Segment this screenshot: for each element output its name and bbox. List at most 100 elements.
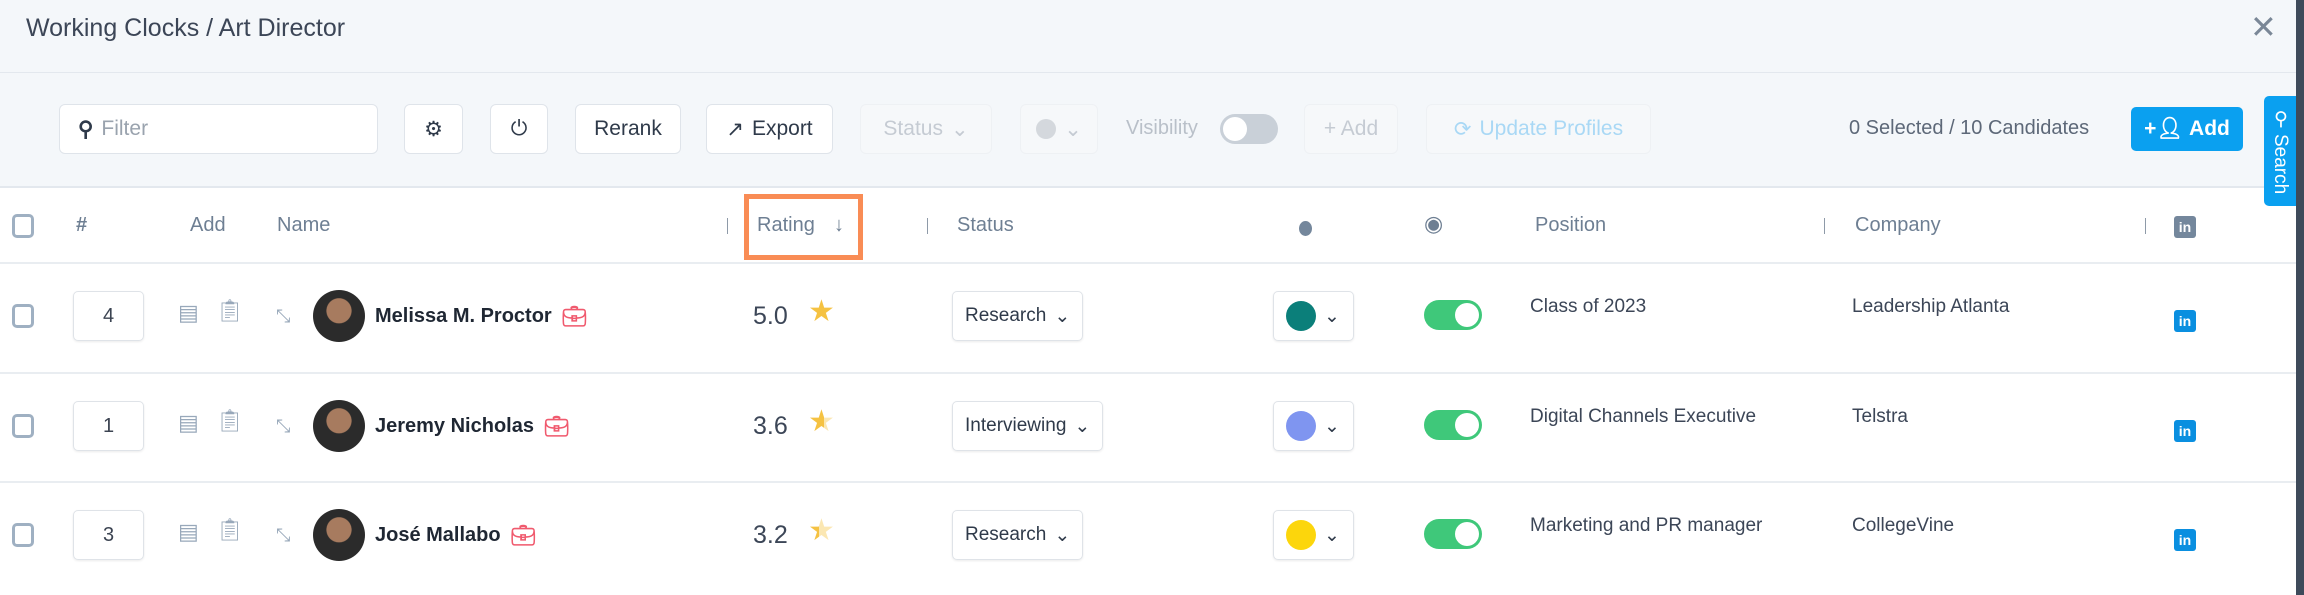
close-icon[interactable]: ✕ — [2250, 9, 2277, 45]
header-name[interactable]: Name — [277, 214, 331, 236]
column-divider[interactable] — [2145, 218, 2146, 234]
table-row[interactable] — [0, 372, 2296, 482]
candidate-name[interactable]: Melissa M. Proctor 💼︎ — [375, 304, 587, 329]
status-dropdown[interactable]: Status ⌄ — [860, 104, 992, 154]
linkedin-icon[interactable]: in — [2174, 529, 2196, 551]
notes-icon[interactable]: ▤ — [178, 410, 199, 435]
toolbar — [0, 73, 2296, 188]
expand-icon[interactable]: ⤡ — [276, 416, 291, 436]
status-select[interactable]: Research ⌄ — [952, 510, 1084, 560]
color-dot-icon — [1036, 119, 1057, 139]
rating-value: 3.2 — [753, 521, 788, 549]
visibility-toggle[interactable] — [1424, 410, 1482, 440]
filter-input[interactable]: ⚲ Filter — [59, 104, 378, 154]
company-cell: Telstra — [1852, 406, 1908, 427]
filter-placeholder: Filter — [101, 117, 149, 140]
color-select[interactable]: ⌄ — [1273, 291, 1354, 341]
update-profiles-button[interactable]: ⟳ Update Profiles — [1426, 104, 1651, 154]
gear-icon: ⚙ — [424, 117, 443, 141]
position-cell: Class of 2023 — [1530, 296, 1647, 317]
status-value: Research — [965, 305, 1047, 326]
visibility-toggle[interactable] — [1424, 519, 1482, 549]
table-row[interactable] — [0, 262, 2296, 372]
chevron-down-icon: ⌄ — [1074, 415, 1091, 437]
header-position[interactable]: Position — [1535, 214, 1607, 236]
sort-desc-icon[interactable]: ↓ — [834, 214, 844, 236]
search-tab[interactable]: ⚲ Search — [2264, 96, 2296, 206]
add-label: Add — [2189, 117, 2230, 140]
expand-icon[interactable]: ⤡ — [276, 525, 291, 545]
modal-header — [0, 0, 2296, 73]
header-status[interactable]: Status — [957, 214, 1014, 236]
column-divider[interactable] — [1824, 218, 1825, 234]
rating-value: 5.0 — [753, 302, 788, 330]
rank-input[interactable]: 1 — [73, 401, 144, 451]
status-value: Research — [965, 524, 1047, 545]
briefcase-icon: 💼︎ — [543, 416, 570, 438]
position-cell: Digital Channels Executive — [1530, 406, 1757, 427]
chevron-down-icon: ⌄ — [1324, 415, 1340, 437]
notes-icon[interactable]: ▤ — [178, 300, 199, 325]
page-title: Working Clocks / Art Director — [26, 14, 346, 42]
visibility-toggle[interactable] — [1220, 114, 1278, 144]
table-row[interactable] — [0, 481, 2296, 591]
status-select[interactable]: Research ⌄ — [952, 291, 1084, 341]
briefcase-icon: 💼︎ — [561, 306, 588, 328]
search-icon: ⚲ — [78, 117, 94, 141]
color-dot-icon — [1286, 520, 1316, 550]
chevron-down-icon: ⌄ — [1064, 117, 1082, 141]
color-select[interactable]: ⌄ — [1273, 401, 1354, 451]
linkedin-icon[interactable]: in — [2174, 310, 2196, 332]
chevron-down-icon: ⌄ — [950, 117, 969, 141]
arrow-up-right-icon: ↗ — [726, 117, 744, 141]
column-divider[interactable] — [727, 218, 728, 234]
status-value: Interviewing — [965, 415, 1067, 436]
power-button[interactable]: ⏻ — [490, 104, 548, 154]
settings-button[interactable]: ⚙ — [404, 104, 463, 154]
avatar — [313, 290, 365, 342]
notes-icon[interactable]: ▤ — [178, 519, 199, 544]
rating-value: 3.6 — [753, 412, 788, 440]
linkedin-icon[interactable]: in — [2174, 420, 2196, 442]
color-dropdown[interactable]: ⌄ — [1020, 104, 1098, 154]
scrollbar[interactable] — [2296, 0, 2304, 595]
candidate-name[interactable]: José Mallabo 💼︎ — [375, 523, 536, 548]
clipboard-check-icon[interactable]: 📋︎ — [216, 517, 244, 542]
rating-highlight — [744, 194, 863, 260]
briefcase-icon: 💼︎ — [510, 525, 536, 547]
clipboard-check-icon[interactable]: 📋︎ — [216, 298, 244, 323]
header-number: # — [76, 214, 88, 236]
expand-icon[interactable]: ⤡ — [276, 306, 291, 326]
row-checkbox[interactable] — [12, 523, 34, 547]
avatar — [313, 509, 365, 561]
clipboard-check-icon[interactable]: 📋︎ — [216, 408, 244, 433]
candidate-name-text: Jeremy Nicholas — [375, 415, 534, 437]
add-candidate-button[interactable]: +👤︎ Add — [2131, 107, 2243, 151]
search-icon: ⚲ — [2270, 107, 2291, 130]
chevron-down-icon: ⌄ — [1324, 305, 1340, 327]
rank-input[interactable]: 4 — [73, 291, 144, 341]
row-checkbox[interactable] — [12, 414, 34, 438]
avatar — [313, 400, 365, 452]
visibility-label: Visibility — [1126, 117, 1198, 139]
chevron-down-icon: ⌄ — [1054, 305, 1071, 327]
visibility-toggle[interactable] — [1424, 300, 1482, 330]
export-button[interactable]: ↗ Export — [706, 104, 833, 154]
candidate-name-text: Melissa M. Proctor — [375, 305, 552, 327]
update-profiles-label: Update Profiles — [1479, 117, 1624, 140]
header-rating[interactable]: Rating — [757, 214, 815, 236]
header-company[interactable]: Company — [1855, 214, 1941, 236]
row-checkbox[interactable] — [12, 304, 34, 328]
rank-input[interactable]: 3 — [73, 510, 144, 560]
star-icon: ★ — [808, 405, 835, 438]
company-cell: CollegeVine — [1852, 515, 1955, 536]
candidate-name[interactable]: Jeremy Nicholas 💼︎ — [375, 414, 569, 439]
rerank-button[interactable]: Rerank — [575, 104, 681, 154]
add-small-button[interactable]: + Add — [1304, 104, 1398, 154]
refresh-icon: ⟳ — [1453, 117, 1472, 141]
select-all-checkbox[interactable] — [12, 214, 34, 238]
color-select[interactable]: ⌄ — [1273, 510, 1354, 560]
status-select[interactable]: Interviewing ⌄ — [952, 401, 1104, 451]
column-divider[interactable] — [927, 218, 928, 234]
power-icon: ⏻ — [510, 117, 528, 140]
